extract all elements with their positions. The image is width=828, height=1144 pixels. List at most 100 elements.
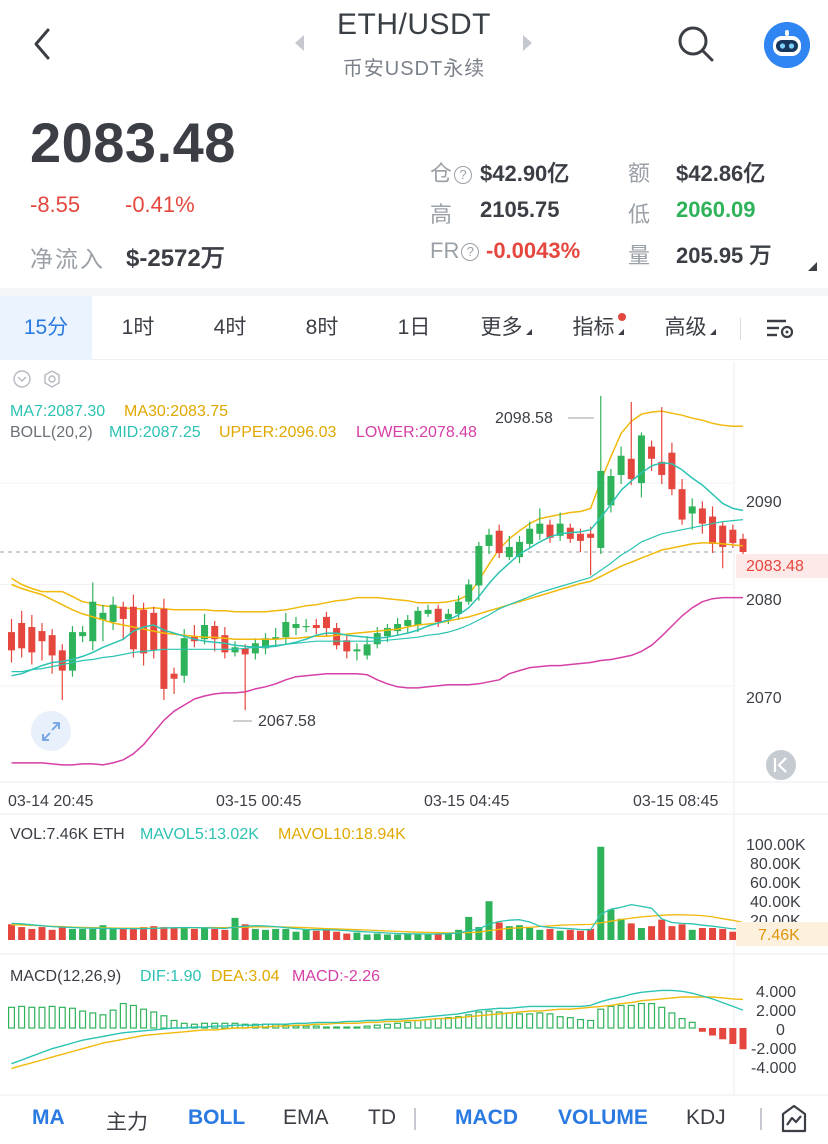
volume-bar: [322, 929, 330, 940]
search-icon[interactable]: [674, 22, 718, 66]
collapse-legend-icon[interactable]: [13, 370, 31, 388]
help-icon[interactable]: ?: [461, 243, 480, 261]
tab-8h[interactable]: 8时: [305, 316, 339, 339]
indicator-kdj[interactable]: KDJ: [686, 1106, 726, 1129]
tab-advanced[interactable]: 高级: [644, 296, 736, 360]
macd-bar: [292, 1025, 300, 1029]
turnover-label: 额: [628, 161, 651, 186]
candle: [241, 648, 249, 655]
volume-bar: [505, 926, 513, 940]
boll-lower-line: [11, 596, 743, 766]
indicator-td[interactable]: TD: [368, 1106, 396, 1129]
settings-hex-icon[interactable]: [44, 370, 60, 388]
candle: [140, 609, 148, 654]
volume-bar: [688, 929, 696, 940]
volume-bar: [719, 928, 727, 940]
boll-upper-legend: UPPER:2096.03: [219, 424, 337, 441]
indicator-macd[interactable]: MACD: [455, 1106, 518, 1129]
kline-chart[interactable]: MA7:2087.30 MA30:2083.75 BOLL(20,2) MID:…: [0, 362, 828, 1096]
indicator-volume[interactable]: VOLUME: [558, 1106, 648, 1129]
macd-bar: [48, 1005, 56, 1029]
drawing-tool-icon[interactable]: [780, 1104, 808, 1134]
tab-indicators[interactable]: 指标: [552, 296, 644, 360]
volume-bar: [160, 927, 168, 940]
next-pair-icon[interactable]: [520, 34, 534, 52]
back-arrow-icon[interactable]: [28, 24, 58, 64]
macd-bar: [150, 1011, 158, 1029]
macd-bar: [485, 1010, 493, 1029]
high-value: 2105.75: [480, 197, 560, 222]
volume-bar: [99, 925, 107, 940]
pair-title[interactable]: ETH/USDT: [337, 8, 491, 41]
volume-bar: [516, 925, 523, 940]
vol-last-label: 7.46K: [758, 927, 800, 944]
volume-bar: [444, 932, 452, 940]
indicator-main-force[interactable]: 主力: [106, 1111, 148, 1134]
candle: [109, 604, 117, 622]
macd-bar: [68, 1007, 76, 1029]
net-inflow-value: $-2572万: [126, 245, 225, 272]
tab-more[interactable]: 更多: [460, 296, 552, 360]
candle: [536, 523, 544, 534]
volume-bar: [465, 916, 473, 940]
chart-settings-icon[interactable]: [766, 318, 796, 340]
indicator-ma[interactable]: MA: [32, 1106, 65, 1129]
volume-bar: [607, 909, 615, 940]
volume-bar: [414, 934, 422, 940]
high-marker-label: 2098.58: [495, 410, 553, 427]
candle: [526, 528, 534, 544]
macd-bar: [719, 1028, 727, 1040]
candle: [129, 606, 137, 650]
x-tick-label: 03-15 04:45: [424, 793, 510, 810]
tab-1d[interactable]: 1日: [397, 316, 431, 339]
indicator-boll[interactable]: BOLL: [188, 1106, 246, 1129]
volume-bar: [343, 933, 351, 940]
volume-bar: [434, 933, 442, 940]
volume-bar: [28, 928, 36, 940]
volume-bar: [597, 846, 605, 940]
volume-bar: [109, 928, 117, 940]
macd-bars: [8, 989, 747, 1070]
macd-bar: [475, 1011, 483, 1029]
candle: [58, 650, 66, 671]
tab-15m[interactable]: 15分: [0, 296, 92, 360]
volume-bar: [8, 924, 15, 940]
candle: [678, 489, 686, 520]
vol-y-tick: 40.00K: [750, 894, 801, 911]
interval-tabs: 15分 1时 4时 8时 1日 更多 指标 高级: [0, 296, 828, 360]
volume-bar: [150, 926, 158, 940]
last-price-tag: [736, 554, 828, 578]
price-change-percent: -0.41%: [125, 192, 195, 217]
macd-bar: [119, 1002, 127, 1029]
volume-bar: [373, 933, 381, 940]
expand-stats-icon[interactable]: [808, 262, 817, 271]
tab-1h[interactable]: 1时: [121, 316, 155, 339]
volume-bar: [18, 927, 26, 940]
vol-legend: VOL:7.46K ETH: [10, 826, 125, 843]
macd-bar: [343, 1026, 351, 1029]
volume-bar: [668, 926, 676, 940]
candle: [434, 608, 442, 622]
candle: [394, 624, 402, 632]
volume-bar: [119, 928, 127, 940]
candle: [637, 435, 645, 484]
volume-bar: [627, 923, 635, 940]
candle: [89, 601, 97, 642]
candle: [404, 619, 412, 627]
help-icon[interactable]: ?: [454, 166, 473, 184]
market-subtitle: 币安USDT永续: [342, 58, 486, 80]
y-tick-label: 2070: [746, 690, 782, 707]
dea-legend: DEA:3.04: [211, 968, 280, 985]
indicator-ema[interactable]: EMA: [283, 1106, 329, 1129]
volume-bar: [536, 929, 544, 940]
return-latest-icon[interactable]: [766, 750, 796, 780]
macd-bar: [637, 1002, 645, 1029]
previous-pair-icon[interactable]: [293, 34, 307, 52]
macd-bar: [739, 1028, 747, 1050]
fullscreen-icon[interactable]: [31, 711, 71, 751]
volume-bar: [475, 927, 483, 940]
candle: [516, 541, 523, 558]
robot-assistant-icon[interactable]: [764, 22, 810, 68]
tab-4h[interactable]: 4时: [213, 316, 247, 339]
macd-bar: [190, 1023, 198, 1029]
